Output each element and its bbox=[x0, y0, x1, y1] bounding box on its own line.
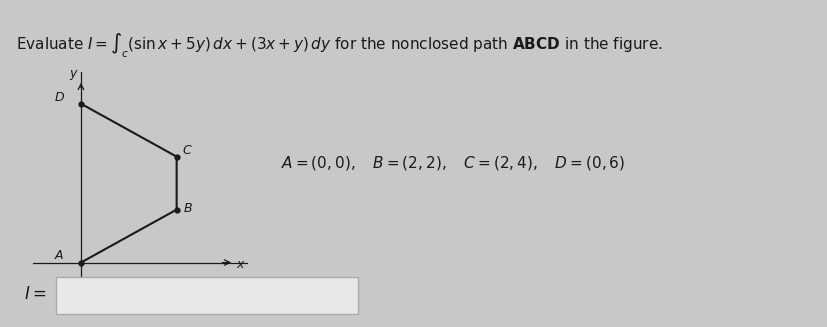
Text: B: B bbox=[184, 202, 192, 215]
Text: $A = (0, 0),\quad B = (2, 2),\quad C = (2, 4),\quad D = (0, 6)$: $A = (0, 0),\quad B = (2, 2),\quad C = (… bbox=[281, 154, 624, 173]
Text: C: C bbox=[182, 144, 191, 157]
Text: Evaluate $I = \int_c(\sin x + 5y)\,dx + (3x + y)\,dy$ for the nonclosed path $\m: Evaluate $I = \int_c(\sin x + 5y)\,dx + … bbox=[17, 31, 662, 60]
Text: $x$: $x$ bbox=[237, 258, 246, 271]
Text: $I =$: $I =$ bbox=[24, 285, 46, 303]
Text: A: A bbox=[55, 249, 63, 262]
Text: D: D bbox=[55, 91, 65, 104]
FancyBboxPatch shape bbox=[56, 277, 357, 314]
Text: $y$: $y$ bbox=[69, 68, 79, 82]
